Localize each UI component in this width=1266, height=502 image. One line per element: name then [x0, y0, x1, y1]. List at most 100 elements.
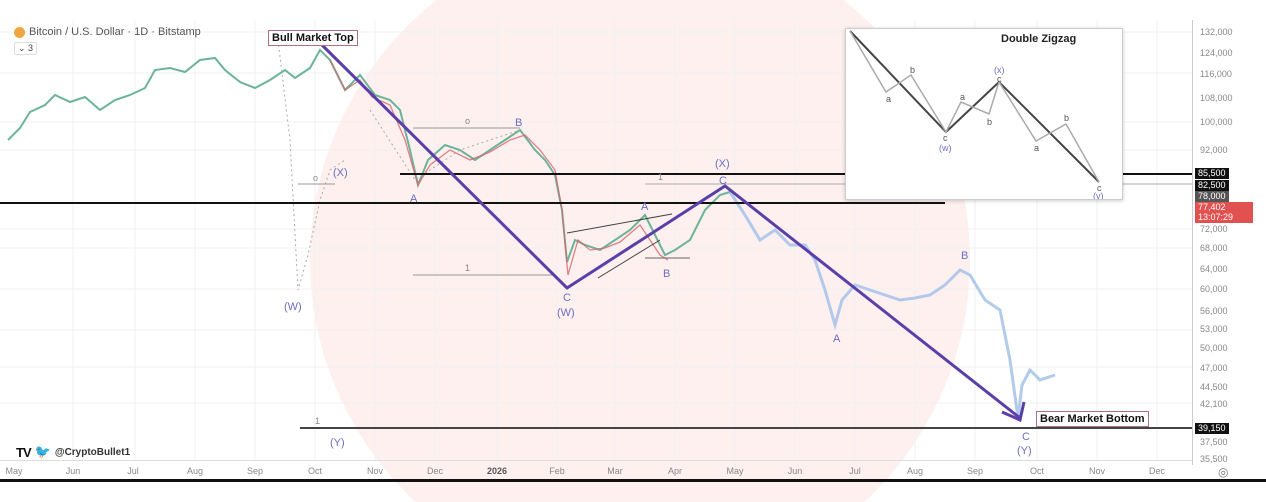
label-B3: B — [961, 250, 968, 262]
label-one1: 1 — [315, 416, 320, 426]
x-tick: Aug — [906, 466, 924, 476]
label-one3: 1 — [658, 172, 663, 182]
label-w1: (W) — [284, 301, 302, 313]
svg-text:a: a — [960, 92, 965, 102]
svg-text:b: b — [1064, 113, 1069, 123]
label-C1: C — [563, 292, 571, 304]
y-tick: 56,000 — [1200, 306, 1228, 316]
y-tick: 92,000 — [1200, 145, 1228, 155]
bull-market-top-label: Bull Market Top — [268, 30, 358, 46]
projected-path — [728, 191, 1056, 419]
svg-text:(x): (x) — [994, 65, 1005, 75]
wave-labels: (W) (X) (Y) o 1 A B C (W) o 1 A B C (X) … — [284, 116, 1032, 457]
label-o2: o — [465, 116, 470, 126]
x-tick: Oct — [1029, 466, 1045, 476]
label-C3: C — [1022, 431, 1030, 443]
price-axis[interactable] — [1192, 20, 1266, 465]
label-C2: C — [719, 175, 727, 187]
y-tick: 42,100 — [1200, 399, 1228, 409]
label-one2: 1 — [465, 263, 470, 273]
elliott-wave-line — [320, 43, 1021, 420]
x-tick: May — [5, 466, 23, 476]
y-tick: 60,000 — [1200, 284, 1228, 294]
twitter-bird-icon: 🐦 — [34, 444, 51, 459]
author-handle: @CryptoBullet1 — [54, 446, 131, 458]
y-tick: 35,500 — [1200, 454, 1228, 464]
x-tick: Nov — [1088, 466, 1106, 476]
symbol-title: Bitcoin / U.S. Dollar · 1D · Bitstamp — [29, 26, 201, 38]
trend-line-upper — [566, 213, 673, 234]
svg-text:b: b — [910, 65, 915, 75]
dotted-prior-wave — [277, 39, 346, 291]
y-tick: 132,000 — [1200, 27, 1233, 37]
wave-arrow-icon — [1001, 401, 1026, 423]
x-tick: Nov — [366, 466, 384, 476]
y-tick: 72,000 — [1200, 224, 1228, 234]
label-B1: B — [515, 117, 522, 129]
eye-icon[interactable]: ◎ — [1218, 465, 1229, 479]
y-tick: 53,000 — [1200, 324, 1228, 334]
x-tick: Jun — [65, 466, 81, 476]
price-history-line — [7, 48, 731, 263]
price-tag-39150: 39,150 — [1195, 423, 1229, 434]
svg-text:(w): (w) — [939, 143, 952, 153]
label-o1: o — [313, 173, 318, 183]
x-tick: May — [726, 466, 744, 476]
x-tick: Aug — [186, 466, 204, 476]
y-tick: 108,000 — [1200, 93, 1233, 103]
x-tick: Sep — [966, 466, 984, 476]
price-tag-85500: 85,500 — [1195, 168, 1229, 179]
y-tick: 116,000 — [1200, 69, 1232, 79]
dotted-abc — [369, 109, 521, 181]
y-tick: 47,000 — [1200, 363, 1228, 373]
y-tick: 100,000 — [1200, 117, 1233, 127]
double-zigzag-inset: Double Zigzag a b c (w) a b c (x) a b c … — [845, 28, 1123, 200]
svg-text:a: a — [886, 94, 891, 104]
svg-text:c: c — [1097, 183, 1102, 193]
zigzag-diagram: a b c (w) a b c (x) a b c (y) — [849, 30, 1104, 199]
svg-text:b: b — [987, 117, 992, 127]
label-A3: A — [833, 333, 841, 345]
svg-text:c: c — [943, 133, 948, 143]
price-tag-78000: 78,000 — [1195, 191, 1229, 202]
time-axis[interactable] — [0, 460, 1192, 481]
x-tick: Jul — [849, 466, 861, 476]
current-price-tag: 77,402 — [1195, 202, 1253, 213]
label-W2: (W) — [557, 307, 575, 319]
label-B2: B — [663, 268, 670, 280]
x-tick: Mar — [607, 466, 623, 476]
svg-text:c: c — [997, 74, 1002, 84]
y-tick: 50,000 — [1200, 343, 1228, 353]
y-tick: 124,000 — [1200, 48, 1233, 58]
label-X2: (X) — [715, 158, 730, 170]
x-tick: Dec — [1148, 466, 1166, 476]
label-Y3: (Y) — [1017, 445, 1032, 457]
svg-text:(y): (y) — [1093, 191, 1104, 199]
x-tick: Jul — [127, 466, 139, 476]
price-tag-82500: 82,500 — [1195, 180, 1229, 191]
price-history-down — [329, 59, 669, 276]
tradingview-logo-icon: TV — [16, 444, 32, 460]
svg-text:a: a — [1034, 143, 1039, 153]
grid — [0, 20, 1192, 460]
bottom-border — [0, 479, 1266, 482]
x-tick: Dec — [426, 466, 444, 476]
bear-market-bottom-label: Bear Market Bottom — [1036, 411, 1149, 427]
y-tick: 68,000 — [1200, 243, 1228, 253]
bitcoin-icon — [14, 26, 25, 38]
countdown-tag: 13:07:29 — [1195, 212, 1253, 223]
symbol-header[interactable]: Bitcoin / U.S. Dollar · 1D · Bitstamp — [14, 26, 201, 38]
label-y1: (Y) — [330, 437, 345, 449]
branding: TV 🐦 @CryptoBullet1 — [16, 444, 130, 460]
x-tick: Apr — [667, 466, 683, 476]
x-tick: Oct — [307, 466, 323, 476]
label-A2: A — [641, 201, 649, 213]
trend-line-lower — [597, 239, 661, 279]
inset-title: Double Zigzag — [1001, 33, 1077, 45]
x-tick: Jun — [787, 466, 803, 476]
x-tick-year: 2026 — [486, 466, 508, 476]
x-tick: Sep — [246, 466, 264, 476]
indicator-toggle[interactable]: ⌄ 3 — [14, 42, 38, 55]
y-tick: 44,500 — [1200, 382, 1228, 392]
